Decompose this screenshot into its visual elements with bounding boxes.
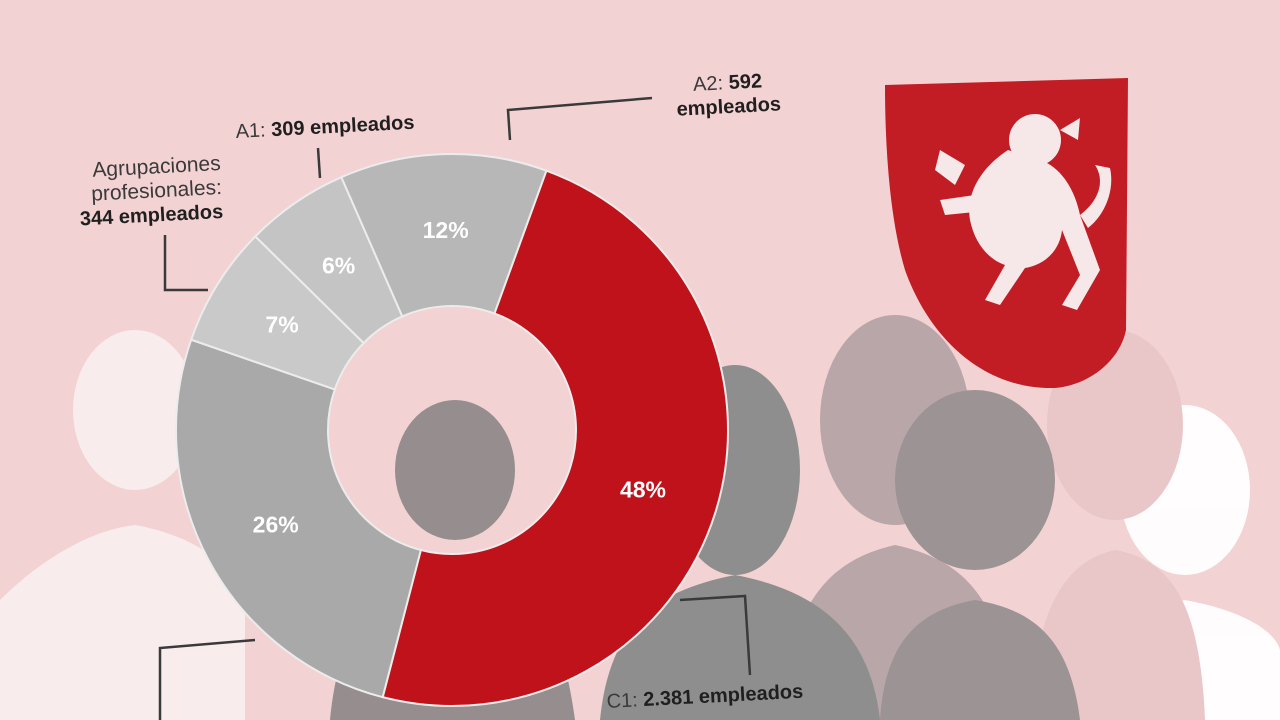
donut-pct-label: 7%: [265, 312, 298, 338]
donut-slice-a2: [340, 153, 548, 318]
donut-pct-label: 6%: [322, 252, 355, 278]
leader-lines: [158, 96, 752, 720]
label-a2: A2: 592 empleados: [672, 68, 784, 122]
donut-pct-label: 48%: [620, 476, 666, 502]
donut-chart: 48% 26% 7% 6% 12%: [175, 153, 729, 707]
donut-pct-label: 12%: [423, 217, 469, 243]
label-a2-category: A2:: [692, 72, 724, 96]
donut-slice-c2: [175, 338, 423, 699]
lion-shield-icon: [885, 78, 1128, 389]
donut-slice-c1: [381, 169, 729, 707]
person-silhouette-woman: [880, 390, 1080, 720]
donut-pct-label: 26%: [253, 511, 299, 537]
label-agrupaciones-profesionales: Agrupaciones profesionales: 344 empleado…: [40, 152, 224, 233]
person-silhouette-left: [0, 330, 245, 720]
label-a2-count-number: 592: [728, 70, 763, 95]
label-c1-category: C1:: [606, 689, 639, 713]
label-a1-category: A1:: [235, 119, 267, 143]
